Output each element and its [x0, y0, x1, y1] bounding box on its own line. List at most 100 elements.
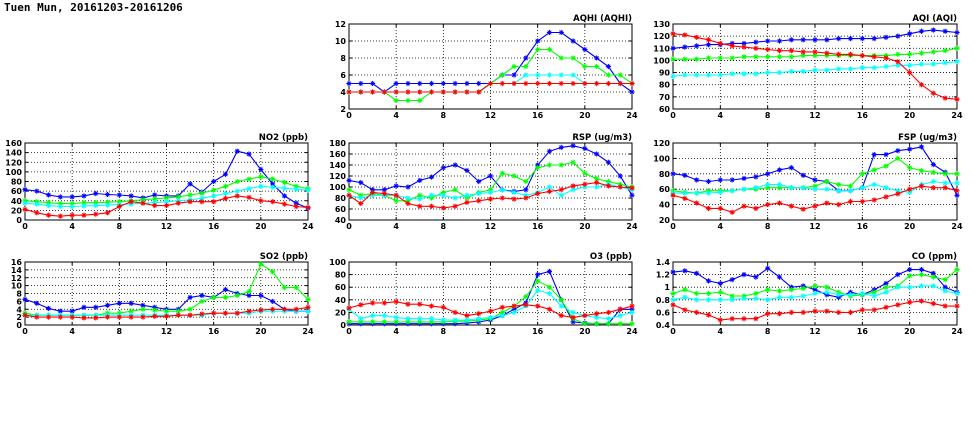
data-point-cyan	[617, 312, 623, 319]
data-point-red	[499, 80, 505, 87]
data-point-blue	[417, 177, 423, 183]
data-point-green	[788, 287, 794, 293]
data-point-green	[222, 183, 229, 189]
y-tick-label: 40	[11, 197, 23, 206]
data-point-red	[717, 40, 723, 47]
data-point-cyan	[694, 297, 700, 303]
data-point-blue	[381, 187, 387, 193]
chart-title: AQHI (AQHI)	[573, 14, 632, 24]
data-point-blue	[81, 304, 87, 310]
data-point-green	[895, 51, 901, 57]
data-point-green	[824, 178, 830, 185]
data-point-red	[152, 313, 158, 319]
data-point-red	[629, 80, 635, 87]
data-point-red	[45, 314, 52, 320]
x-tick-label: 12	[485, 327, 496, 336]
data-point-green	[452, 187, 458, 193]
data-point-cyan	[918, 61, 925, 67]
data-point-red	[346, 305, 352, 311]
data-point-blue	[776, 167, 783, 173]
data-point-red	[859, 307, 865, 313]
data-point-blue	[523, 187, 529, 193]
data-point-red	[346, 192, 352, 198]
data-point-cyan	[776, 69, 783, 76]
data-point-blue	[57, 194, 63, 200]
data-point-red	[942, 185, 948, 191]
data-point-green	[211, 294, 217, 301]
data-point-red	[824, 200, 830, 206]
data-point-blue	[605, 159, 612, 165]
data-point-blue	[682, 172, 688, 178]
x-tick-label: 4	[69, 222, 75, 231]
data-point-red	[258, 307, 264, 313]
data-point-blue	[788, 37, 794, 43]
data-point-red	[670, 192, 676, 198]
data-point-red	[381, 89, 387, 95]
data-point-red	[369, 300, 376, 306]
data-point-cyan	[765, 69, 771, 76]
data-point-red	[582, 80, 588, 87]
data-point-blue	[741, 175, 747, 182]
data-point-red	[682, 307, 688, 313]
data-point-cyan	[942, 288, 948, 294]
data-point-blue	[594, 55, 600, 61]
data-point-green	[187, 306, 193, 312]
x-tick-label: 20	[904, 327, 916, 336]
data-point-green	[393, 319, 399, 325]
data-point-blue	[570, 38, 576, 44]
data-point-blue	[883, 280, 889, 287]
chart-title: SO2 (ppb)	[260, 252, 308, 262]
data-point-red	[104, 210, 111, 216]
y-tick-label: 90	[659, 69, 671, 78]
data-point-red	[293, 203, 299, 210]
data-point-cyan	[670, 73, 676, 79]
data-point-red	[705, 205, 712, 212]
data-point-cyan	[369, 312, 376, 319]
y-tick-label: 0.8	[656, 296, 671, 305]
data-point-blue	[523, 55, 529, 61]
data-point-cyan	[293, 186, 299, 192]
x-tick-label: 20	[579, 222, 591, 231]
data-point-red	[369, 189, 376, 196]
chart-title: NO2 (ppb)	[259, 133, 308, 143]
data-point-red	[305, 304, 311, 310]
data-point-blue	[93, 304, 99, 310]
data-point-red	[440, 89, 446, 95]
data-point-red	[717, 205, 723, 212]
y-tick-label: 6	[16, 297, 22, 306]
x-tick-label: 0	[346, 222, 352, 231]
chart-title: RSP (ug/m3)	[572, 133, 632, 143]
data-point-red	[694, 34, 700, 40]
x-tick-label: 16	[532, 111, 544, 120]
plot-frame	[348, 142, 633, 221]
data-point-red	[605, 183, 612, 189]
y-tick-label: 4	[16, 305, 22, 314]
data-point-green	[187, 192, 193, 198]
chart-title: AQI (AQI)	[912, 14, 957, 24]
data-point-blue	[452, 80, 458, 87]
data-point-red	[558, 312, 564, 319]
chart-title: FSP (ug/m3)	[898, 133, 957, 143]
data-point-blue	[34, 300, 40, 306]
y-tick-label: 80	[335, 194, 347, 203]
data-point-cyan	[476, 316, 482, 322]
data-point-green	[499, 72, 505, 78]
data-point-green	[128, 308, 134, 314]
data-point-cyan	[464, 192, 470, 198]
data-point-red	[812, 203, 818, 209]
data-point-red	[440, 205, 446, 211]
data-point-green	[234, 292, 240, 299]
data-point-green	[499, 170, 505, 176]
data-point-cyan	[546, 184, 553, 190]
data-point-green	[682, 287, 688, 293]
data-point-green	[617, 72, 623, 78]
data-point-red	[22, 206, 28, 213]
x-tick-label: 8	[117, 222, 123, 231]
x-tick-label: 20	[255, 222, 267, 231]
y-tick-label: 40	[335, 296, 347, 305]
data-point-cyan	[45, 202, 52, 209]
data-point-cyan	[942, 180, 948, 186]
data-point-red	[417, 89, 423, 95]
data-point-red	[405, 200, 411, 207]
